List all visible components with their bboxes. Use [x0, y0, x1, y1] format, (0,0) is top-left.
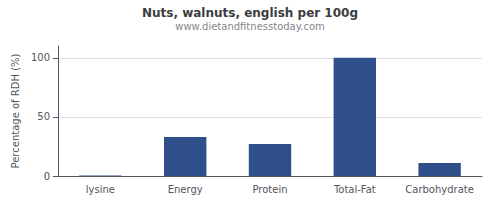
svg-text:Carbohydrate: Carbohydrate: [405, 184, 474, 195]
svg-text:Total-Fat: Total-Fat: [333, 184, 376, 195]
svg-text:50: 50: [37, 111, 50, 122]
svg-text:www.dietandfitnesstoday.com: www.dietandfitnesstoday.com: [175, 21, 324, 32]
svg-text:Energy: Energy: [168, 184, 203, 195]
svg-text:lysine: lysine: [86, 184, 115, 195]
svg-text:Percentage of RDH (%): Percentage of RDH (%): [10, 53, 21, 168]
svg-text:0: 0: [44, 171, 50, 182]
svg-text:Nuts, walnuts, english per 100: Nuts, walnuts, english per 100g: [142, 6, 358, 20]
svg-text:Protein: Protein: [252, 184, 287, 195]
svg-text:100: 100: [31, 52, 50, 63]
